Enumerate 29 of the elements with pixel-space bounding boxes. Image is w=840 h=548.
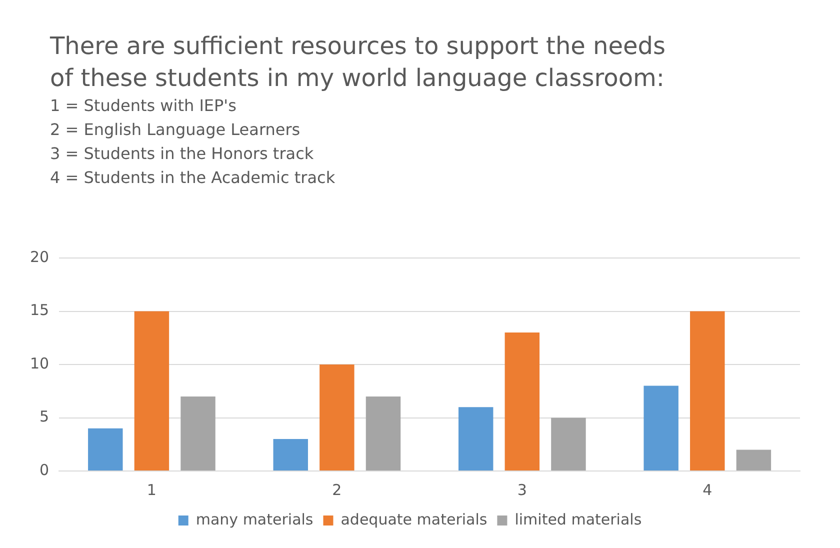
text: 2 = English Language Learners xyxy=(50,119,302,141)
bar xyxy=(88,428,123,470)
legend-label: many materials xyxy=(196,510,314,528)
text: 3 = Students in the Honors track xyxy=(50,143,315,165)
x-tick-label: 2 xyxy=(332,480,342,499)
y-tick-label: 15 xyxy=(30,301,50,320)
bar xyxy=(644,386,678,470)
bar xyxy=(736,450,772,470)
bar xyxy=(551,418,586,470)
text: 1 = Students with IEP's xyxy=(50,95,238,117)
bar xyxy=(134,311,170,470)
bar xyxy=(458,407,494,470)
legend-label: adequate materials xyxy=(340,510,488,528)
legend-label: limited materials xyxy=(514,510,642,528)
y-tick-label: 5 xyxy=(40,408,50,426)
bar xyxy=(273,439,308,470)
text: 4 = Students in the Academic track xyxy=(50,167,336,189)
x-tick-label: 3 xyxy=(517,480,527,499)
x-tick-label: 1 xyxy=(146,480,156,499)
bar xyxy=(366,396,401,470)
x-tick-label: 4 xyxy=(702,480,712,499)
chart-title: There are sufficient resources to support the needs of these students in my world language classroom: xyxy=(50,31,667,94)
bar xyxy=(504,332,540,470)
y-tick-label: 10 xyxy=(30,354,50,372)
y-tick-label: 0 xyxy=(40,460,50,479)
bar xyxy=(690,311,725,470)
bar xyxy=(320,364,354,470)
bar xyxy=(180,396,216,470)
y-tick-label: 20 xyxy=(30,248,50,266)
